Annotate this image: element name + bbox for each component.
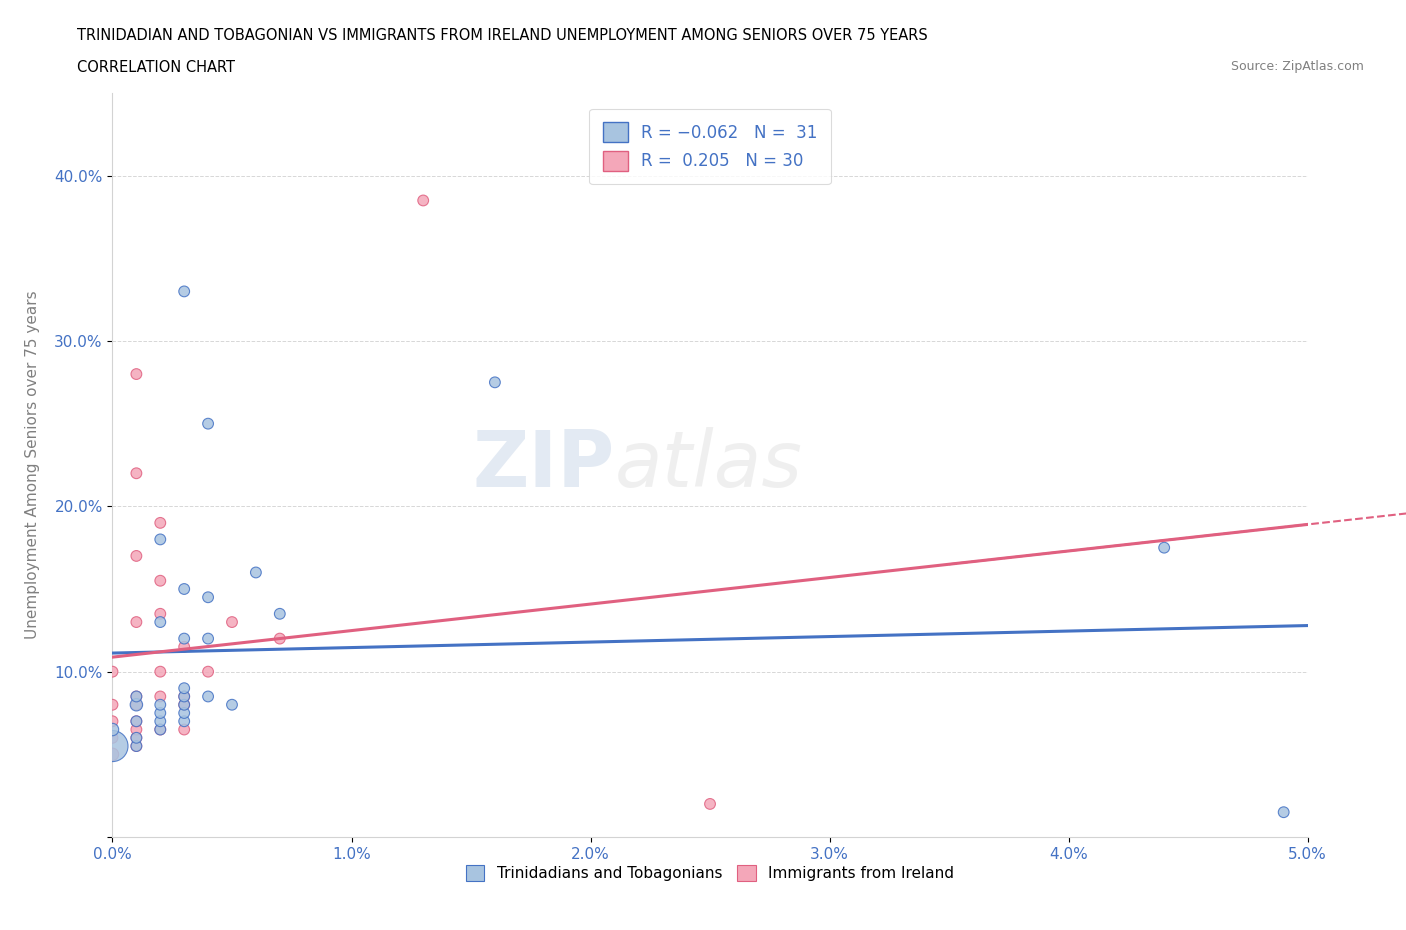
Point <box>101 698 124 712</box>
Point <box>173 689 195 704</box>
Point <box>125 730 148 745</box>
Point <box>101 714 124 729</box>
Text: TRINIDADIAN AND TOBAGONIAN VS IMMIGRANTS FROM IRELAND UNEMPLOYMENT AMONG SENIORS: TRINIDADIAN AND TOBAGONIAN VS IMMIGRANTS… <box>77 28 928 43</box>
Point <box>245 565 267 580</box>
Point <box>173 698 195 712</box>
Point <box>125 615 148 630</box>
Point <box>149 664 172 679</box>
Point <box>101 664 124 679</box>
Point <box>125 714 148 729</box>
Point <box>197 417 219 432</box>
Point <box>125 689 148 704</box>
Text: atlas: atlas <box>614 427 803 503</box>
Point <box>484 375 506 390</box>
Point <box>149 515 172 530</box>
Point <box>125 366 148 381</box>
Point <box>149 606 172 621</box>
Point <box>149 722 172 737</box>
Point <box>269 606 291 621</box>
Point <box>125 549 148 564</box>
Point <box>125 466 148 481</box>
Text: Source: ZipAtlas.com: Source: ZipAtlas.com <box>1230 60 1364 73</box>
Point <box>197 689 219 704</box>
Point <box>173 698 195 712</box>
Point <box>1153 540 1175 555</box>
Point <box>149 714 172 729</box>
Point <box>173 581 195 596</box>
Point <box>149 532 172 547</box>
Point <box>149 722 172 737</box>
Point <box>699 796 721 811</box>
Point <box>101 730 124 745</box>
Point <box>197 664 219 679</box>
Point <box>125 689 148 704</box>
Point <box>125 722 148 737</box>
Point <box>149 698 172 712</box>
Point <box>173 284 195 299</box>
Point <box>149 689 172 704</box>
Point <box>149 615 172 630</box>
Point <box>269 631 291 646</box>
Point <box>221 615 243 630</box>
Point <box>173 640 195 655</box>
Point <box>149 706 172 721</box>
Text: CORRELATION CHART: CORRELATION CHART <box>77 60 235 75</box>
Point <box>197 590 219 604</box>
Point <box>101 738 124 753</box>
Text: ZIP: ZIP <box>472 427 614 503</box>
Point <box>149 573 172 588</box>
Point <box>173 631 195 646</box>
Point <box>173 714 195 729</box>
Point <box>173 689 195 704</box>
Point <box>101 747 124 762</box>
Point <box>173 706 195 721</box>
Point <box>173 681 195 696</box>
Point <box>101 722 124 737</box>
Point <box>125 730 148 745</box>
Point <box>125 698 148 712</box>
Point <box>412 193 434 208</box>
Point <box>125 738 148 753</box>
Point <box>1272 804 1295 819</box>
Point <box>173 722 195 737</box>
Point <box>125 698 148 712</box>
Point <box>125 738 148 753</box>
Y-axis label: Unemployment Among Seniors over 75 years: Unemployment Among Seniors over 75 years <box>25 291 41 639</box>
Legend: Trinidadians and Tobagonians, Immigrants from Ireland: Trinidadians and Tobagonians, Immigrants… <box>458 857 962 889</box>
Point <box>221 698 243 712</box>
Point <box>125 714 148 729</box>
Point <box>197 631 219 646</box>
